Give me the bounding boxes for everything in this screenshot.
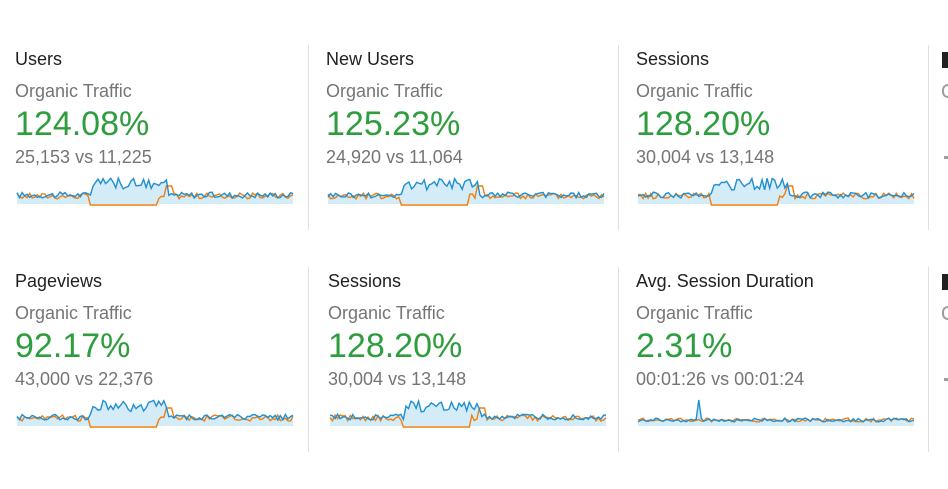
- sparkline-current-period: [16, 399, 294, 422]
- change-percent: 128.20%: [328, 327, 463, 365]
- partial-card-edge: [942, 84, 948, 98]
- vs-label: vs: [75, 369, 94, 389]
- sparkline-previous-period: [16, 407, 294, 428]
- sparkline-chart: [329, 398, 607, 428]
- segment-name: Organic Traffic: [636, 81, 753, 101]
- comparison-values: 25,153 vs 11,225: [15, 147, 152, 168]
- scorecard-pageviews[interactable]: Pageviews Organic Traffic 92.17% 43,000 …: [15, 271, 315, 451]
- sparkline-current-period: [327, 176, 605, 200]
- card-divider: [618, 267, 619, 452]
- comparison-values: 30,004 vs 13,148: [328, 369, 466, 390]
- sparkline-chart: [637, 176, 915, 206]
- change-percent: 2.31%: [636, 327, 733, 365]
- current-value: 25,153: [15, 147, 71, 167]
- sparkline-area: [328, 178, 604, 204]
- scorecard-avg-session-duration[interactable]: Avg. Session Duration Organic Traffic 2.…: [636, 271, 936, 451]
- change-percent: 124.08%: [15, 105, 150, 143]
- metric-name: Avg. Session Duration: [636, 271, 814, 291]
- sparkline-area: [638, 400, 914, 426]
- sparkline-current-period: [16, 176, 294, 200]
- card-divider: [928, 45, 929, 230]
- current-value: 30,004: [636, 147, 692, 167]
- comparison-values: 30,004 vs 13,148: [636, 147, 774, 168]
- current-value: 00:01:26: [636, 369, 707, 389]
- comparison-values: 43,000 vs 22,376: [15, 369, 153, 390]
- segment-name: Organic Traffic: [328, 303, 445, 323]
- partial-card-edge: [944, 156, 948, 159]
- sparkline-previous-period: [327, 185, 605, 206]
- metric-name: Sessions: [328, 271, 402, 291]
- scorecard-users[interactable]: Users Organic Traffic 124.08% 25,153 vs …: [15, 49, 315, 229]
- segment-name: Organic Traffic: [636, 303, 753, 323]
- card-divider: [308, 267, 309, 452]
- vs-label: vs: [75, 147, 94, 167]
- segment-name: Organic Traffic: [15, 303, 132, 323]
- sparkline-chart: [327, 176, 605, 206]
- vs-label: vs: [696, 147, 715, 167]
- partial-card-edge: [942, 52, 948, 68]
- sparkline-chart: [637, 399, 915, 426]
- sparkline-area: [17, 178, 293, 204]
- previous-value: 11,064: [409, 147, 463, 167]
- vs-label: vs: [386, 147, 405, 167]
- sparkline-current-period: [637, 399, 915, 423]
- current-value: 30,004: [328, 369, 384, 389]
- vs-label: vs: [711, 369, 730, 389]
- card-divider: [618, 45, 619, 230]
- scorecard-sessions[interactable]: Sessions Organic Traffic 128.20% 30,004 …: [636, 49, 936, 229]
- change-percent: 128.20%: [636, 105, 771, 143]
- scorecard-sessions-2[interactable]: Sessions Organic Traffic 128.20% 30,004 …: [328, 271, 628, 451]
- partial-card-edge: [942, 306, 948, 320]
- change-percent: 125.23%: [326, 105, 461, 143]
- previous-value: 13,148: [411, 369, 467, 389]
- sparkline-chart: [16, 399, 294, 428]
- partial-card-edge: [942, 274, 948, 290]
- comparison-values: 24,920 vs 11,064: [326, 147, 463, 168]
- previous-value: 13,148: [719, 147, 775, 167]
- previous-value: 22,376: [98, 369, 154, 389]
- metric-name: Users: [15, 49, 63, 69]
- sparkline-current-period: [637, 176, 915, 200]
- segment-name: Organic Traffic: [15, 81, 132, 101]
- previous-value: 00:01:24: [734, 369, 805, 389]
- change-percent: 92.17%: [15, 327, 131, 365]
- comparison-values: 00:01:26 vs 00:01:24: [636, 369, 804, 390]
- current-value: 24,920: [326, 147, 382, 167]
- vs-label: vs: [388, 369, 407, 389]
- card-divider: [928, 267, 929, 452]
- metric-name: Sessions: [636, 49, 710, 69]
- previous-value: 11,225: [98, 147, 152, 167]
- sparkline-current-period: [329, 398, 607, 422]
- sparkline-chart: [16, 176, 294, 206]
- current-value: 43,000: [15, 369, 71, 389]
- segment-name: Organic Traffic: [326, 81, 443, 101]
- metric-name: New Users: [326, 49, 415, 69]
- card-divider: [308, 45, 309, 230]
- partial-card-edge: [944, 378, 948, 381]
- scorecard-new-users[interactable]: New Users Organic Traffic 125.23% 24,920…: [326, 49, 626, 229]
- sparkline-previous-period: [16, 185, 294, 206]
- metric-name: Pageviews: [15, 271, 103, 291]
